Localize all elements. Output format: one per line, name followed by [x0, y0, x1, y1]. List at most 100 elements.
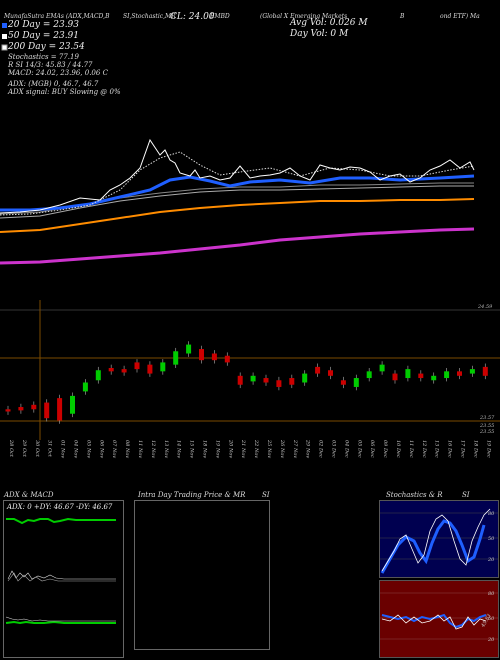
stoch-tick-50: 50 — [488, 536, 495, 542]
date-tick-label: 08 Nov — [124, 440, 130, 458]
date-tick-label: 15 Nov — [189, 440, 195, 458]
rsi-tick-80: 80 — [488, 591, 495, 597]
stoch-white-line — [381, 508, 491, 572]
adx-trace-2 — [7, 572, 116, 582]
candle-body — [328, 370, 333, 376]
date-tick-label: 12 Nov — [150, 440, 156, 458]
adx-line: ADX: (MGB) 0, 46.7, 46.7 — [8, 80, 99, 88]
adx-values: ADX: 0 +DY: 46.67 -DY: 46.67 — [7, 503, 113, 511]
ema-white-dotted — [0, 151, 475, 216]
stochastics-value: Stochastics = 77.19 — [8, 53, 79, 61]
date-axis: 28 Oct 29 Oct 30 Oct 31 Oct 01 Nov 04 Nov 05 N… — [8, 439, 491, 458]
date-tick-label: 05 Nov — [85, 440, 91, 458]
mr-panel-title: Intra Day Trading Price & MR — [138, 491, 246, 499]
date-tick-label: 04 Dec — [343, 440, 349, 458]
ema-magenta-line — [0, 227, 475, 265]
candle-body — [366, 371, 372, 379]
top-title-right-c: ond ETF) Ma — [440, 13, 480, 20]
stoch-panel-title: Stochastics & R — [386, 491, 443, 499]
candle-body — [224, 355, 230, 363]
date-tick-label: 02 Dec — [318, 440, 324, 458]
date-tick-label: 16 Dec — [447, 440, 453, 458]
price-lower-label-1: 23.57 — [480, 415, 495, 421]
candle-body — [5, 409, 11, 412]
candle-body — [108, 368, 114, 372]
date-tick-label: 19 Nov — [214, 440, 220, 458]
candle-body — [44, 402, 50, 419]
date-tick-label: 31 Oct — [47, 440, 53, 458]
candle-body — [95, 370, 101, 381]
adx-green-line — [6, 517, 116, 525]
ema-blue-line — [0, 174, 475, 212]
candle-body — [199, 349, 204, 361]
candle-body — [340, 380, 346, 385]
candle-body — [289, 378, 295, 385]
stoch-panel-si: SI — [462, 491, 470, 499]
date-tick-label: 29 Oct — [21, 439, 27, 458]
date-tick-label: 12 Dec — [421, 440, 427, 458]
candle-body — [18, 407, 24, 411]
close-label: CL: 24.00 — [170, 12, 215, 22]
date-tick-label: 06 Nov — [98, 440, 104, 458]
price-chart — [0, 300, 500, 440]
candle-body — [418, 373, 424, 379]
top-title-right: (Global X Emerging Markets — [260, 13, 348, 20]
adx-panel-title: ADX & MACD — [4, 491, 54, 499]
macd-value: MACD: 24.02, 23.96, 0.06 C — [8, 69, 108, 77]
ema-lines — [0, 138, 475, 265]
adx-macd-panel: ADX: 0 +DY: 46.67 -DY: 46.67 — [3, 500, 124, 658]
candle-body — [276, 380, 282, 387]
avg-volume: Avg Vol: 0.026 M — [290, 18, 368, 28]
candle-body — [186, 344, 192, 354]
price-white-line — [0, 138, 475, 214]
ema-200: 200 Day = 23.54 — [8, 42, 85, 52]
candle-body — [147, 364, 153, 374]
date-tick-label: 09 Dec — [382, 440, 388, 458]
date-tick-label: 18 Dec — [472, 440, 478, 458]
stoch-tick-20: 20 — [487, 557, 495, 563]
rsi-value: R SI 14/3: 45.83 / 44.77 — [8, 61, 93, 69]
top-title-mid: SI,Stochastic,MR — [123, 13, 176, 20]
adx-trace — [7, 570, 116, 580]
stochastics-svg: 80 50 20 — [380, 508, 498, 574]
candle-body — [237, 375, 243, 385]
date-tick-label: 17 Dec — [460, 440, 466, 458]
candle-body — [302, 373, 308, 383]
intraday-mr-panel — [134, 500, 270, 650]
adx-signal: ADX signal: BUY Slowing @ 0% — [8, 88, 121, 96]
candle-body — [263, 378, 269, 383]
date-tick-label: 06 Dec — [369, 440, 375, 458]
price-upper-label: 24.59 — [478, 304, 493, 310]
date-tick-label: 07 Nov — [111, 440, 117, 458]
price-lower-label-3: 23.55 — [480, 429, 495, 435]
stochastics-panel: 80 50 20 — [379, 500, 499, 578]
candle-body — [134, 362, 140, 370]
candle-body — [379, 364, 385, 372]
ema-grey-line-1 — [0, 185, 474, 219]
date-tick-label: 01 Nov — [60, 440, 66, 458]
candle-body — [31, 404, 37, 410]
macd-white-line — [5, 616, 116, 622]
candle-body — [173, 351, 179, 365]
candle-body — [444, 371, 450, 379]
day-volume: Day Vol: 0 M — [290, 29, 349, 39]
stoch-tick-80: 80 — [488, 511, 495, 517]
rsi-white-line — [381, 614, 487, 630]
candle-body — [431, 375, 437, 381]
date-tick-label: 10 Dec — [395, 440, 401, 458]
ema200-swatch — [1, 44, 8, 51]
price-lower-label-2: 23.55 — [480, 423, 495, 429]
candle-body — [160, 362, 166, 372]
top-title-right-b: B — [400, 13, 405, 20]
date-tick-label: 27 Nov — [292, 439, 298, 458]
date-tick-label: 05 Dec — [356, 440, 362, 458]
candle-body — [211, 353, 217, 361]
symbol-label: EMBD — [210, 13, 230, 20]
candle-body — [121, 369, 127, 373]
ema20-swatch — [2, 23, 7, 28]
date-tick-label: 19 Dec — [485, 440, 491, 458]
date-tick-label: 11 Nov — [137, 440, 143, 458]
date-tick-label: 13 Dec — [434, 440, 440, 458]
rsi-blue-line — [381, 613, 487, 629]
